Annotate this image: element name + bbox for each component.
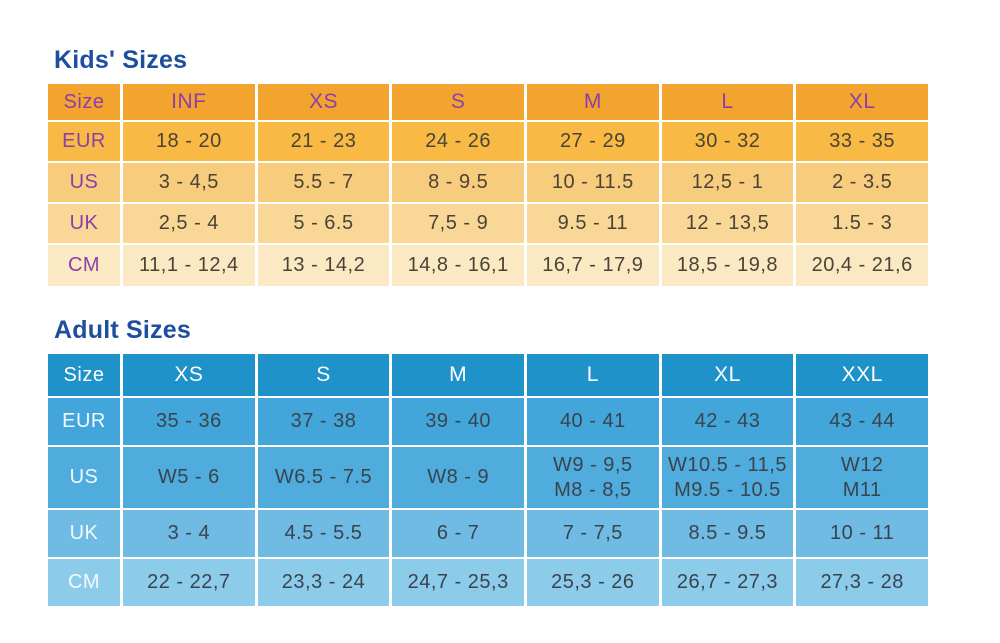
size-cell: 4.5 - 5.5 [257, 510, 390, 557]
size-cell: 24,7 - 25,3 [392, 559, 524, 606]
row-label-cm: CM [48, 559, 120, 606]
row-label-us: US [48, 447, 120, 508]
size-cell: 13 - 14,2 [257, 245, 390, 286]
size-cell: 33 - 35 [796, 122, 928, 161]
size-cell: 14,8 - 16,1 [392, 245, 524, 286]
adult-sizes-title: Adult Sizes [54, 316, 191, 344]
size-cell: 11,1 - 12,4 [123, 245, 255, 286]
table-corner-size-label: Size [48, 354, 120, 396]
size-cell: 20,4 - 21,6 [796, 245, 928, 286]
size-cell: 12 - 13,5 [661, 204, 794, 243]
kids-size-table: Size INF XS S M L XL EUR 18 - 20 21 - 23 24 - 26 27… [48, 84, 928, 286]
size-cell: 2 - 3.5 [796, 163, 928, 202]
size-cell: 22 - 22,7 [123, 559, 255, 606]
size-cell: W5 - 6 [123, 447, 255, 508]
size-cell: 21 - 23 [257, 122, 390, 161]
size-cell: 8.5 - 9.5 [661, 510, 794, 557]
column-header-inf: INF [123, 84, 255, 120]
column-header-l: L [661, 84, 794, 120]
size-cell: 2,5 - 4 [123, 204, 255, 243]
column-header-xl: XL [796, 84, 928, 120]
size-cell: 35 - 36 [123, 398, 255, 445]
kids-sizes-title: Kids' Sizes [54, 46, 188, 74]
size-cell: W10.5 - 11,5 M9.5 - 10.5 [661, 447, 794, 508]
size-cell: 16,7 - 17,9 [527, 245, 659, 286]
column-header-xxl: XXL [796, 354, 928, 396]
size-cell: 5.5 - 7 [257, 163, 390, 202]
size-cell: 39 - 40 [392, 398, 524, 445]
adult-size-table: Size XS S M L XL XXL EUR 35 - 36 37 - 38 39 - 40 40… [48, 354, 928, 606]
column-header-xs: XS [257, 84, 390, 120]
column-header-s: S [392, 84, 524, 120]
size-cell: W6.5 - 7.5 [257, 447, 390, 508]
size-cell: 5 - 6.5 [257, 204, 390, 243]
column-header-m: M [392, 354, 524, 396]
size-cell: 7 - 7,5 [527, 510, 659, 557]
size-cell: 10 - 11 [796, 510, 928, 557]
column-header-xs: XS [123, 354, 255, 396]
column-header-m: M [527, 84, 659, 120]
column-header-l: L [527, 354, 659, 396]
size-cell: 3 - 4 [123, 510, 255, 557]
size-cell: 18 - 20 [123, 122, 255, 161]
size-cell: 10 - 11.5 [527, 163, 659, 202]
row-label-uk: UK [48, 510, 120, 557]
size-cell: 7,5 - 9 [392, 204, 524, 243]
table-corner-size-label: Size [48, 84, 120, 120]
size-cell: 3 - 4,5 [123, 163, 255, 202]
size-cell: 1.5 - 3 [796, 204, 928, 243]
row-label-eur: EUR [48, 398, 120, 445]
size-cell: 27,3 - 28 [796, 559, 928, 606]
size-cell: 26,7 - 27,3 [661, 559, 794, 606]
row-label-eur: EUR [48, 122, 120, 161]
size-cell: 12,5 - 1 [661, 163, 794, 202]
size-cell: 18,5 - 19,8 [661, 245, 794, 286]
size-cell: W9 - 9,5 M8 - 8,5 [527, 447, 659, 508]
size-cell: W12 M11 [796, 447, 928, 508]
size-cell: 9.5 - 11 [527, 204, 659, 243]
size-cell: 30 - 32 [661, 122, 794, 161]
size-cell: 23,3 - 24 [257, 559, 390, 606]
size-cell: 25,3 - 26 [527, 559, 659, 606]
size-cell: 24 - 26 [392, 122, 524, 161]
row-label-cm: CM [48, 245, 120, 286]
size-cell: 6 - 7 [392, 510, 524, 557]
size-cell: 40 - 41 [527, 398, 659, 445]
size-cell: 27 - 29 [527, 122, 659, 161]
row-label-us: US [48, 163, 120, 202]
size-cell: W8 - 9 [392, 447, 524, 508]
kids-sizes-section: Kids' Sizes Size INF XS S M L XL EUR 18 - 20 21 -… [48, 46, 928, 286]
size-cell: 43 - 44 [796, 398, 928, 445]
column-header-xl: XL [661, 354, 794, 396]
row-label-uk: UK [48, 204, 120, 243]
size-cell: 42 - 43 [661, 398, 794, 445]
size-cell: 8 - 9.5 [392, 163, 524, 202]
adult-sizes-section: Adult Sizes Size XS S M L XL XXL EUR 35 - 36 37 -… [48, 316, 928, 606]
column-header-s: S [257, 354, 390, 396]
size-cell: 37 - 38 [257, 398, 390, 445]
